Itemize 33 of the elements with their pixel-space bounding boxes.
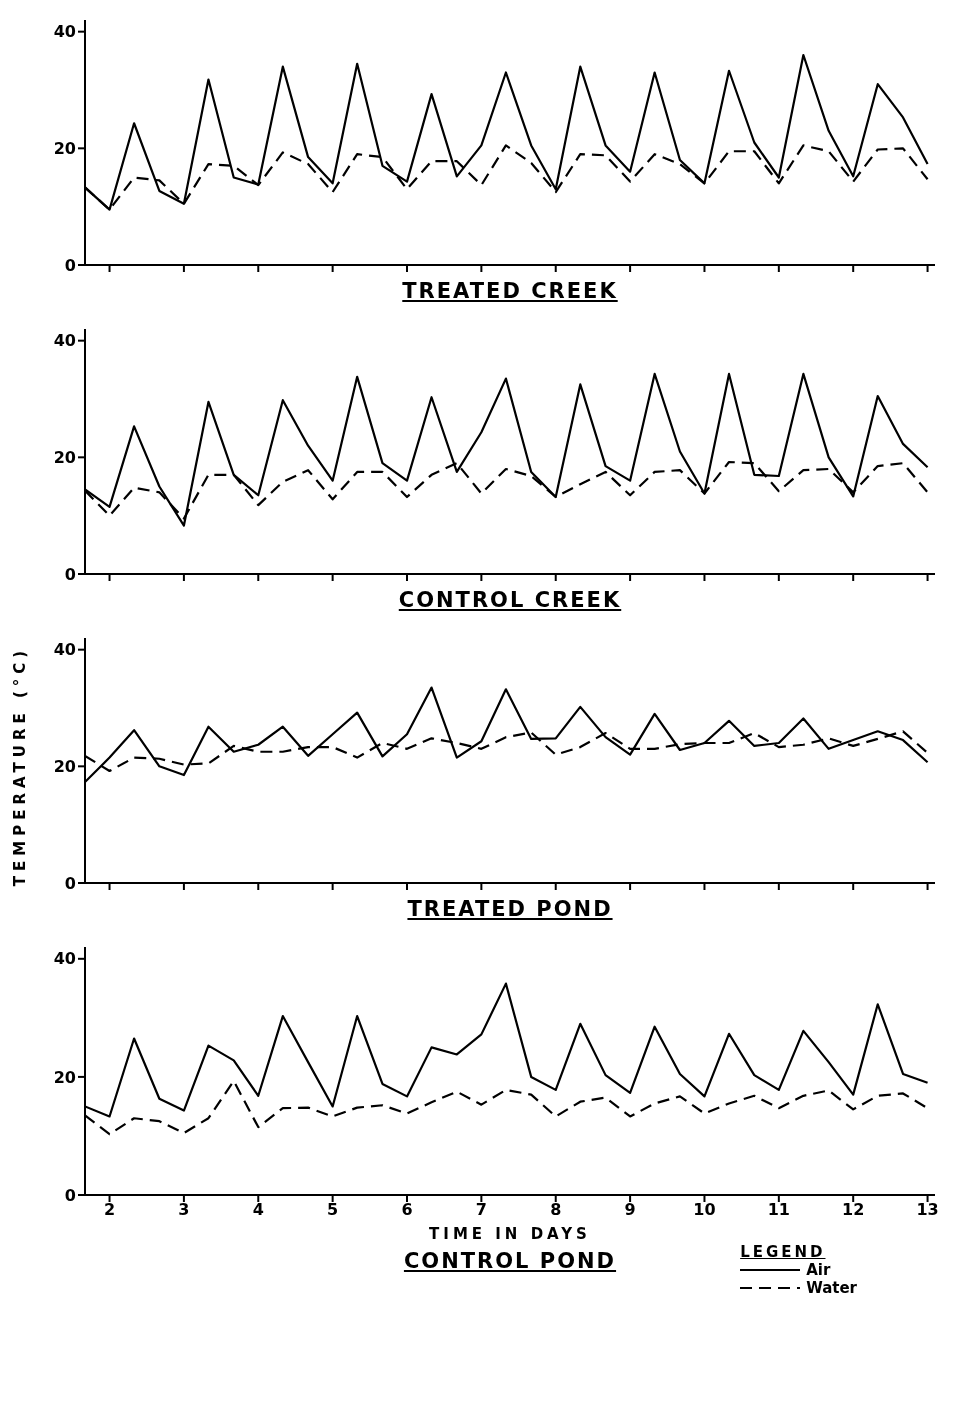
- text: CONTROL POND: [403, 1249, 617, 1273]
- x-tick-label: 6: [401, 1200, 413, 1220]
- y-tick-label: 40: [53, 949, 76, 969]
- text: TREATED POND: [407, 897, 613, 921]
- legend-title: LEGEND: [740, 1243, 827, 1261]
- x-tick-label: 11: [767, 1200, 790, 1220]
- y-tick-label: 20: [53, 448, 76, 468]
- text: TREATED CREEK: [402, 279, 618, 303]
- y-tick-label: 0: [64, 255, 76, 275]
- legend-label: Air: [806, 1261, 831, 1279]
- x-tick-label: 8: [550, 1200, 562, 1220]
- x-tick-label: 13: [916, 1200, 939, 1220]
- y-tick-label: 0: [64, 564, 76, 584]
- x-tick-label: 9: [624, 1200, 636, 1220]
- text: CONTROL CREEK: [398, 588, 622, 612]
- x-axis-title: TIME IN DAYS: [428, 1225, 592, 1243]
- y-tick-label: 40: [53, 22, 76, 42]
- x-tick-label: 12: [842, 1200, 865, 1220]
- x-tick-label: 2: [103, 1200, 116, 1220]
- y-tick-label: 20: [53, 757, 76, 777]
- y-tick-label: 0: [64, 873, 76, 893]
- x-tick-label: 10: [693, 1200, 716, 1220]
- x-tick-label: 5: [327, 1200, 339, 1220]
- y-tick-label: 0: [64, 1185, 76, 1205]
- legend-label: Water: [806, 1279, 857, 1297]
- y-tick-label: 20: [53, 139, 76, 159]
- x-tick-label: 3: [178, 1200, 190, 1220]
- y-tick-label: 40: [53, 640, 76, 660]
- x-tick-label: 7: [475, 1200, 487, 1220]
- y-tick-label: 40: [53, 331, 76, 351]
- y-tick-label: 20: [53, 1067, 76, 1087]
- x-tick-label: 4: [252, 1200, 264, 1220]
- y-axis-title: TEMPERATURE (°C): [11, 645, 29, 887]
